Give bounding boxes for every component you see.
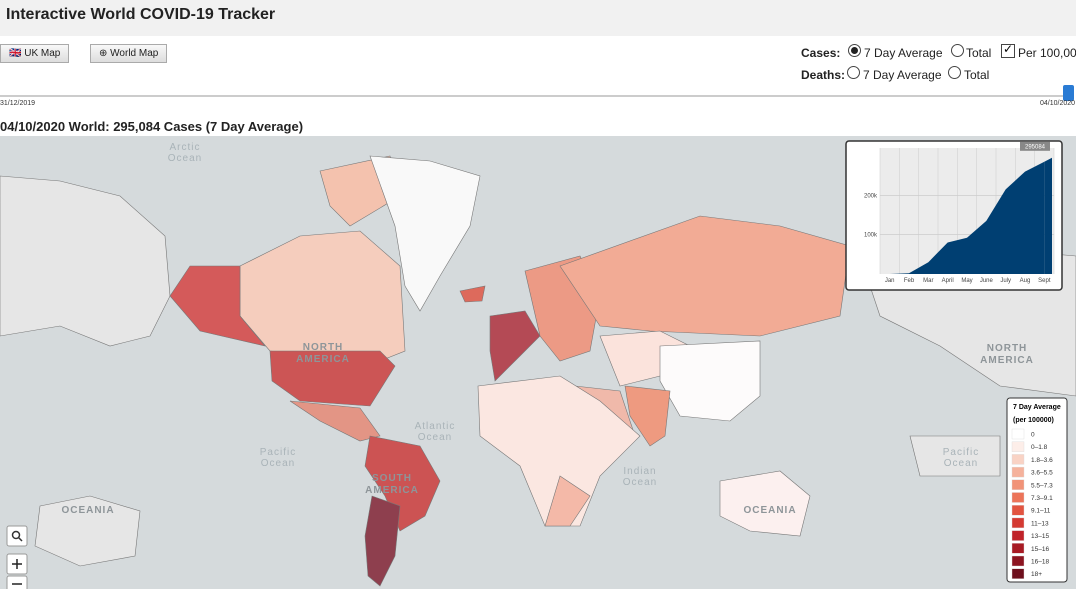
legend-swatch <box>1011 543 1025 554</box>
x-tick-label: Sept <box>1038 278 1051 284</box>
legend-label: 5.5–7.3 <box>1031 482 1053 489</box>
date-slider-track[interactable] <box>0 95 1070 97</box>
date-slider-thumb[interactable] <box>1063 85 1074 101</box>
cases-total-label: Total <box>966 46 992 60</box>
legend-swatch <box>1011 479 1025 490</box>
x-tick-label: Jan <box>885 278 895 284</box>
cases-7day-label: 7 Day Average <box>864 46 943 60</box>
inset-chart: 100k 200k 295084 Jan Feb Mar April May June July A… <box>845 140 1063 291</box>
legend-swatch <box>1011 517 1025 529</box>
continent-label: AMERICA <box>365 485 419 496</box>
deaths-7day-label: 7 Day Average <box>863 68 942 82</box>
uk-map-button[interactable]: 🇬🇧 UK Map <box>0 44 70 63</box>
legend-label: 7.3–9.1 <box>1031 495 1053 502</box>
land <box>0 155 1076 587</box>
world-map-label: World Map <box>110 48 159 59</box>
legend-label: 18+ <box>1031 571 1042 578</box>
legend-label: 15–16 <box>1031 546 1049 553</box>
ocean-label: Ocean <box>168 153 202 164</box>
deaths-total-radio[interactable] <box>948 66 961 79</box>
y-tick-label: 100k <box>864 233 878 239</box>
slider-end-label: 04/10/2020 <box>1040 100 1076 107</box>
continent-label: AMERICA <box>296 354 350 365</box>
per-100000-checkbox[interactable]: ✓ <box>1001 42 1015 58</box>
cases-area <box>880 161 1045 274</box>
continent-label: OCEANIA <box>743 505 796 516</box>
x-tick-label: Feb <box>904 278 915 284</box>
legend-swatch <box>1011 530 1025 541</box>
deaths-total-label: Total <box>964 68 990 82</box>
legend-swatch <box>1011 568 1025 579</box>
deaths-7day-radio[interactable] <box>847 66 860 79</box>
title-bar: Interactive World COVID-19 Tracker <box>0 0 1076 36</box>
zoom-in-button[interactable] <box>6 553 28 575</box>
legend-label: 3.6–5.5 <box>1031 470 1053 477</box>
continent-label: AMERICA <box>980 355 1034 366</box>
x-tick-label: July <box>1000 278 1011 284</box>
legend-label: 0 <box>1031 432 1035 439</box>
legend-label: 16–18 <box>1031 559 1049 566</box>
legend: 7 Day Average (per 100000) 0 0–1.8 1.8–3.6… <box>1006 397 1068 583</box>
x-tick-label: Aug <box>1020 278 1031 284</box>
last-value-label: 295084 <box>1025 144 1046 150</box>
legend-subtitle: (per 100000) <box>1013 417 1054 424</box>
cases-total-radio[interactable] <box>951 44 964 57</box>
world-map[interactable]: Arctic Ocean NORTH AMERICA Atlantic Ocea… <box>0 136 1076 589</box>
legend-swatch <box>1011 441 1025 452</box>
x-tick-label: June <box>980 278 994 284</box>
x-tick-label: Mar <box>923 278 933 284</box>
ocean-label: Ocean <box>261 458 295 469</box>
cases-7day-radio[interactable] <box>848 44 861 57</box>
ocean-label: Pacific <box>260 447 296 458</box>
legend-swatch <box>1011 505 1025 516</box>
legend-label: 13–15 <box>1031 533 1049 540</box>
per-100000-label: Per 100,000 <box>1018 46 1076 60</box>
continent-label: NORTH <box>303 342 344 353</box>
legend-label: 1.8–3.6 <box>1031 457 1053 464</box>
uk-map-label: UK Map <box>24 48 61 59</box>
legend-label: 9.1–11 <box>1031 508 1051 515</box>
headline: 04/10/2020 World: 295,084 Cases (7 Day A… <box>0 119 304 134</box>
legend-swatch <box>1011 492 1025 503</box>
continent-label: SOUTH <box>372 473 412 484</box>
ocean-label: Ocean <box>623 477 657 488</box>
legend-label: 11–13 <box>1031 520 1049 527</box>
search-button[interactable] <box>6 525 28 547</box>
ocean-label: Indian <box>623 466 656 477</box>
legend-title: 7 Day Average <box>1013 404 1061 411</box>
x-tick-label: May <box>961 278 972 284</box>
legend-swatch <box>1011 428 1025 440</box>
ocean-label: Atlantic <box>415 421 456 432</box>
continent-label: OCEANIA <box>61 505 114 516</box>
last-value-badge <box>1020 141 1050 151</box>
ocean-label: Ocean <box>418 432 452 443</box>
world-map-button[interactable]: ⊕ World Map <box>90 44 168 63</box>
continent-label: NORTH <box>987 343 1028 354</box>
map-labels: Arctic Ocean NORTH AMERICA Atlantic Ocea… <box>61 142 1034 516</box>
ocean-label: Pacific <box>943 447 979 458</box>
legend-swatch <box>1011 454 1025 465</box>
legend-swatch <box>1011 555 1025 567</box>
deaths-label: Deaths: <box>801 68 846 82</box>
app-title: Interactive World COVID-19 Tracker <box>6 6 276 23</box>
legend-swatch <box>1011 466 1025 478</box>
y-tick-label: 200k <box>864 193 878 199</box>
slider-start-label: 31/12/2019 <box>0 100 36 107</box>
legend-label: 0–1.8 <box>1031 444 1048 451</box>
zoom-out-button[interactable] <box>6 575 28 589</box>
cases-area-tail <box>1044 157 1052 274</box>
x-tick-label: April <box>942 278 954 284</box>
cases-label: Cases: <box>801 46 841 60</box>
ocean-label: Ocean <box>944 458 978 469</box>
ocean-label: Arctic <box>170 142 201 153</box>
